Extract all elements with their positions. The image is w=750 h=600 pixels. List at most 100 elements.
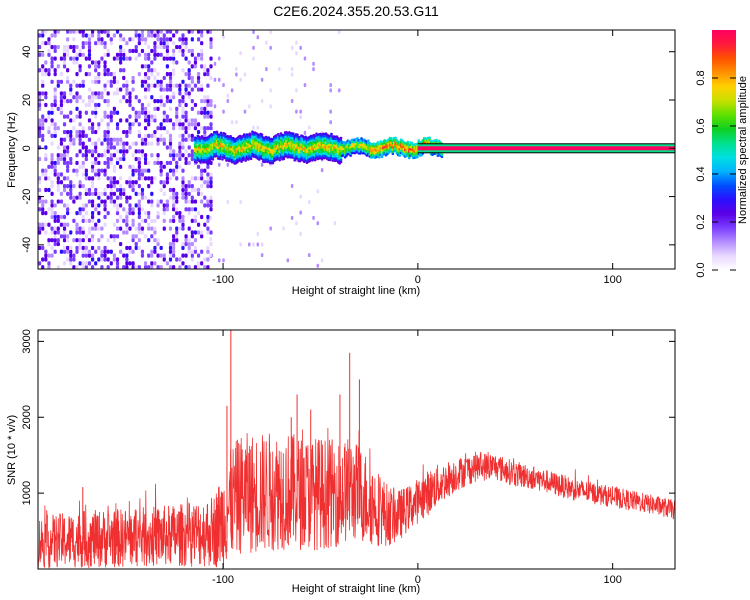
heatmap-cell [193,218,198,223]
heatmap-cell [53,234,57,239]
heatmap-cell [44,156,48,162]
heatmap-cell [69,83,73,88]
heatmap-cell [187,126,191,131]
heatmap-cell [72,257,76,262]
heatmap-cell [112,33,117,38]
heatmap-cell [140,137,145,142]
heatmap-cell [137,222,141,227]
heatmap-cell [38,102,42,108]
heatmap-cell [97,203,101,208]
heatmap-cell [109,110,113,115]
heatmap-cell [134,156,138,162]
heatmap-cell [100,191,104,196]
heatmap-cell [150,141,154,146]
heatmap-cell [53,99,57,104]
heatmap-cell [94,60,98,65]
heatmap-cell [59,137,64,142]
heatmap-cell [87,72,92,77]
heatmap-cell [184,83,188,88]
heatmap-cell [320,258,324,263]
heatmap-cell [125,230,129,235]
heatmap-cell [290,67,294,72]
heatmap-cell [109,72,113,77]
heatmap-cell [103,199,107,204]
snr-x-axis-label: Height of straight line (km) [292,583,420,595]
heatmap-cell [90,214,95,220]
heatmap-cell [153,118,157,123]
heatmap-cell [90,218,95,223]
heatmap-cell [193,176,198,181]
heatmap-cell [221,158,224,161]
heatmap-cell [47,114,51,119]
heatmap-cell [87,37,92,42]
heatmap-cell [41,211,45,216]
heatmap-cell [175,195,179,200]
heatmap-cell [206,203,210,208]
heatmap-cell [66,37,70,42]
heatmap-cell [137,99,141,104]
heatmap-cell [62,99,67,104]
heatmap-cell [147,110,151,115]
heatmap-cell [78,122,82,127]
heatmap-cell [137,114,141,119]
heatmap-cell [150,199,154,204]
heatmap-cell [239,51,242,56]
heatmap-cell [143,95,148,100]
heatmap-cell [100,30,104,34]
heatmap-cell [128,195,132,200]
heatmap-cell [78,238,82,243]
heatmap-cell [184,160,188,166]
heatmap-cell [109,234,113,239]
spectrogram-cells [38,30,675,269]
heatmap-cell [69,99,73,104]
heatmap-cell [78,95,82,100]
heatmap-cell [97,245,101,251]
heatmap-cell [140,187,145,193]
heatmap-cell [178,211,182,216]
heatmap-cell [159,253,163,258]
heatmap-cell [50,102,54,108]
heatmap-cell [75,114,79,119]
x-tick-label: 0 [415,274,421,286]
heatmap-cell [156,52,160,57]
heatmap-cell [143,195,148,200]
heatmap-cell [181,168,185,173]
heatmap-cell [131,172,135,177]
heatmap-cell [181,218,185,223]
heatmap-cell [66,164,70,169]
heatmap-cell [50,207,54,212]
heatmap-cell [196,191,201,196]
heatmap-cell [416,155,419,159]
heatmap-cell [175,168,179,173]
heatmap-cell [200,48,204,54]
heatmap-cell [62,129,67,135]
heatmap-cell [72,37,76,42]
heatmap-cell [100,249,104,254]
heatmap-cell [159,168,163,173]
heatmap-cell [134,44,138,50]
heatmap-cell [312,215,315,220]
heatmap-cell [153,176,157,181]
heatmap-cell [193,187,198,193]
heatmap-cell [165,44,169,50]
heatmap-cell [209,99,213,104]
heatmap-cell [75,133,79,139]
heatmap-cell [128,249,132,254]
heatmap-cell [203,126,207,131]
heatmap-cell [190,184,194,189]
heatmap-cell [391,152,395,156]
heatmap-cell [66,249,70,254]
heatmap-cell [181,110,185,115]
heatmap-cell [168,137,173,142]
heatmap-cell [53,129,57,135]
heatmap-cell [175,122,179,127]
heatmap-cell [100,118,104,123]
heatmap-cell [115,122,120,127]
heatmap-cell [109,187,113,193]
heatmap-cell [72,56,76,61]
heatmap-cell [168,195,173,200]
heatmap-cell [206,114,210,119]
heatmap-cell [112,184,117,189]
heatmap-cell [38,33,42,38]
heatmap-cell [50,245,54,251]
